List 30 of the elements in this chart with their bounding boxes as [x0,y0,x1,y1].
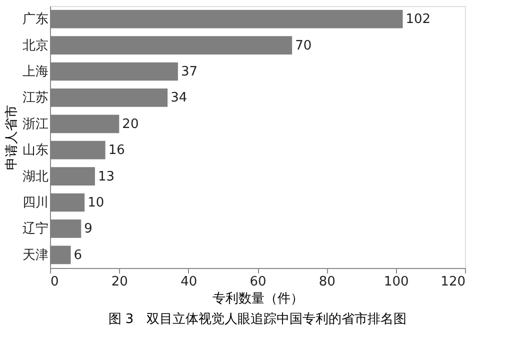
x-tick-label: 0 [50,274,59,290]
x-tick-label: 60 [250,274,266,290]
y-tick-label: 湖北 [22,169,48,184]
y-tick-label: 北京 [22,38,48,54]
y-tick-label: 辽宁 [22,220,48,237]
data-label: 9 [84,222,92,237]
data-label: 102 [406,12,431,28]
data-label: 34 [170,90,188,106]
data-label: 37 [180,64,198,80]
text: 图 3 双目立体视觉人眼追踪中国专利的省市排名图 [108,311,407,327]
y-tick-label: 江苏 [22,90,48,106]
y-tick-label: 山东 [22,143,48,158]
x-tick-label: 100 [384,274,409,290]
x-tick-label: 80 [318,274,336,290]
x-axis-title: 专利数量（件） [212,292,304,306]
x-tick-label: 20 [111,274,128,290]
data-label: 20 [122,116,139,132]
data-label: 10 [88,196,104,210]
data-label: 16 [108,143,125,158]
y-tick-label: 上海 [22,64,48,80]
y-tick-label: 天津 [22,248,48,263]
data-label: 6 [74,248,82,263]
y-tick-label: 四川 [22,196,48,210]
y-tick-label: 浙江 [22,116,48,132]
y-axis-title: 申请人省市 [4,105,20,170]
x-tick-label: 40 [180,274,198,290]
data-label: 70 [295,38,312,54]
data-label: 13 [98,169,115,184]
x-tick-label: 120 [440,274,466,290]
y-tick-label: 广东 [22,12,48,28]
